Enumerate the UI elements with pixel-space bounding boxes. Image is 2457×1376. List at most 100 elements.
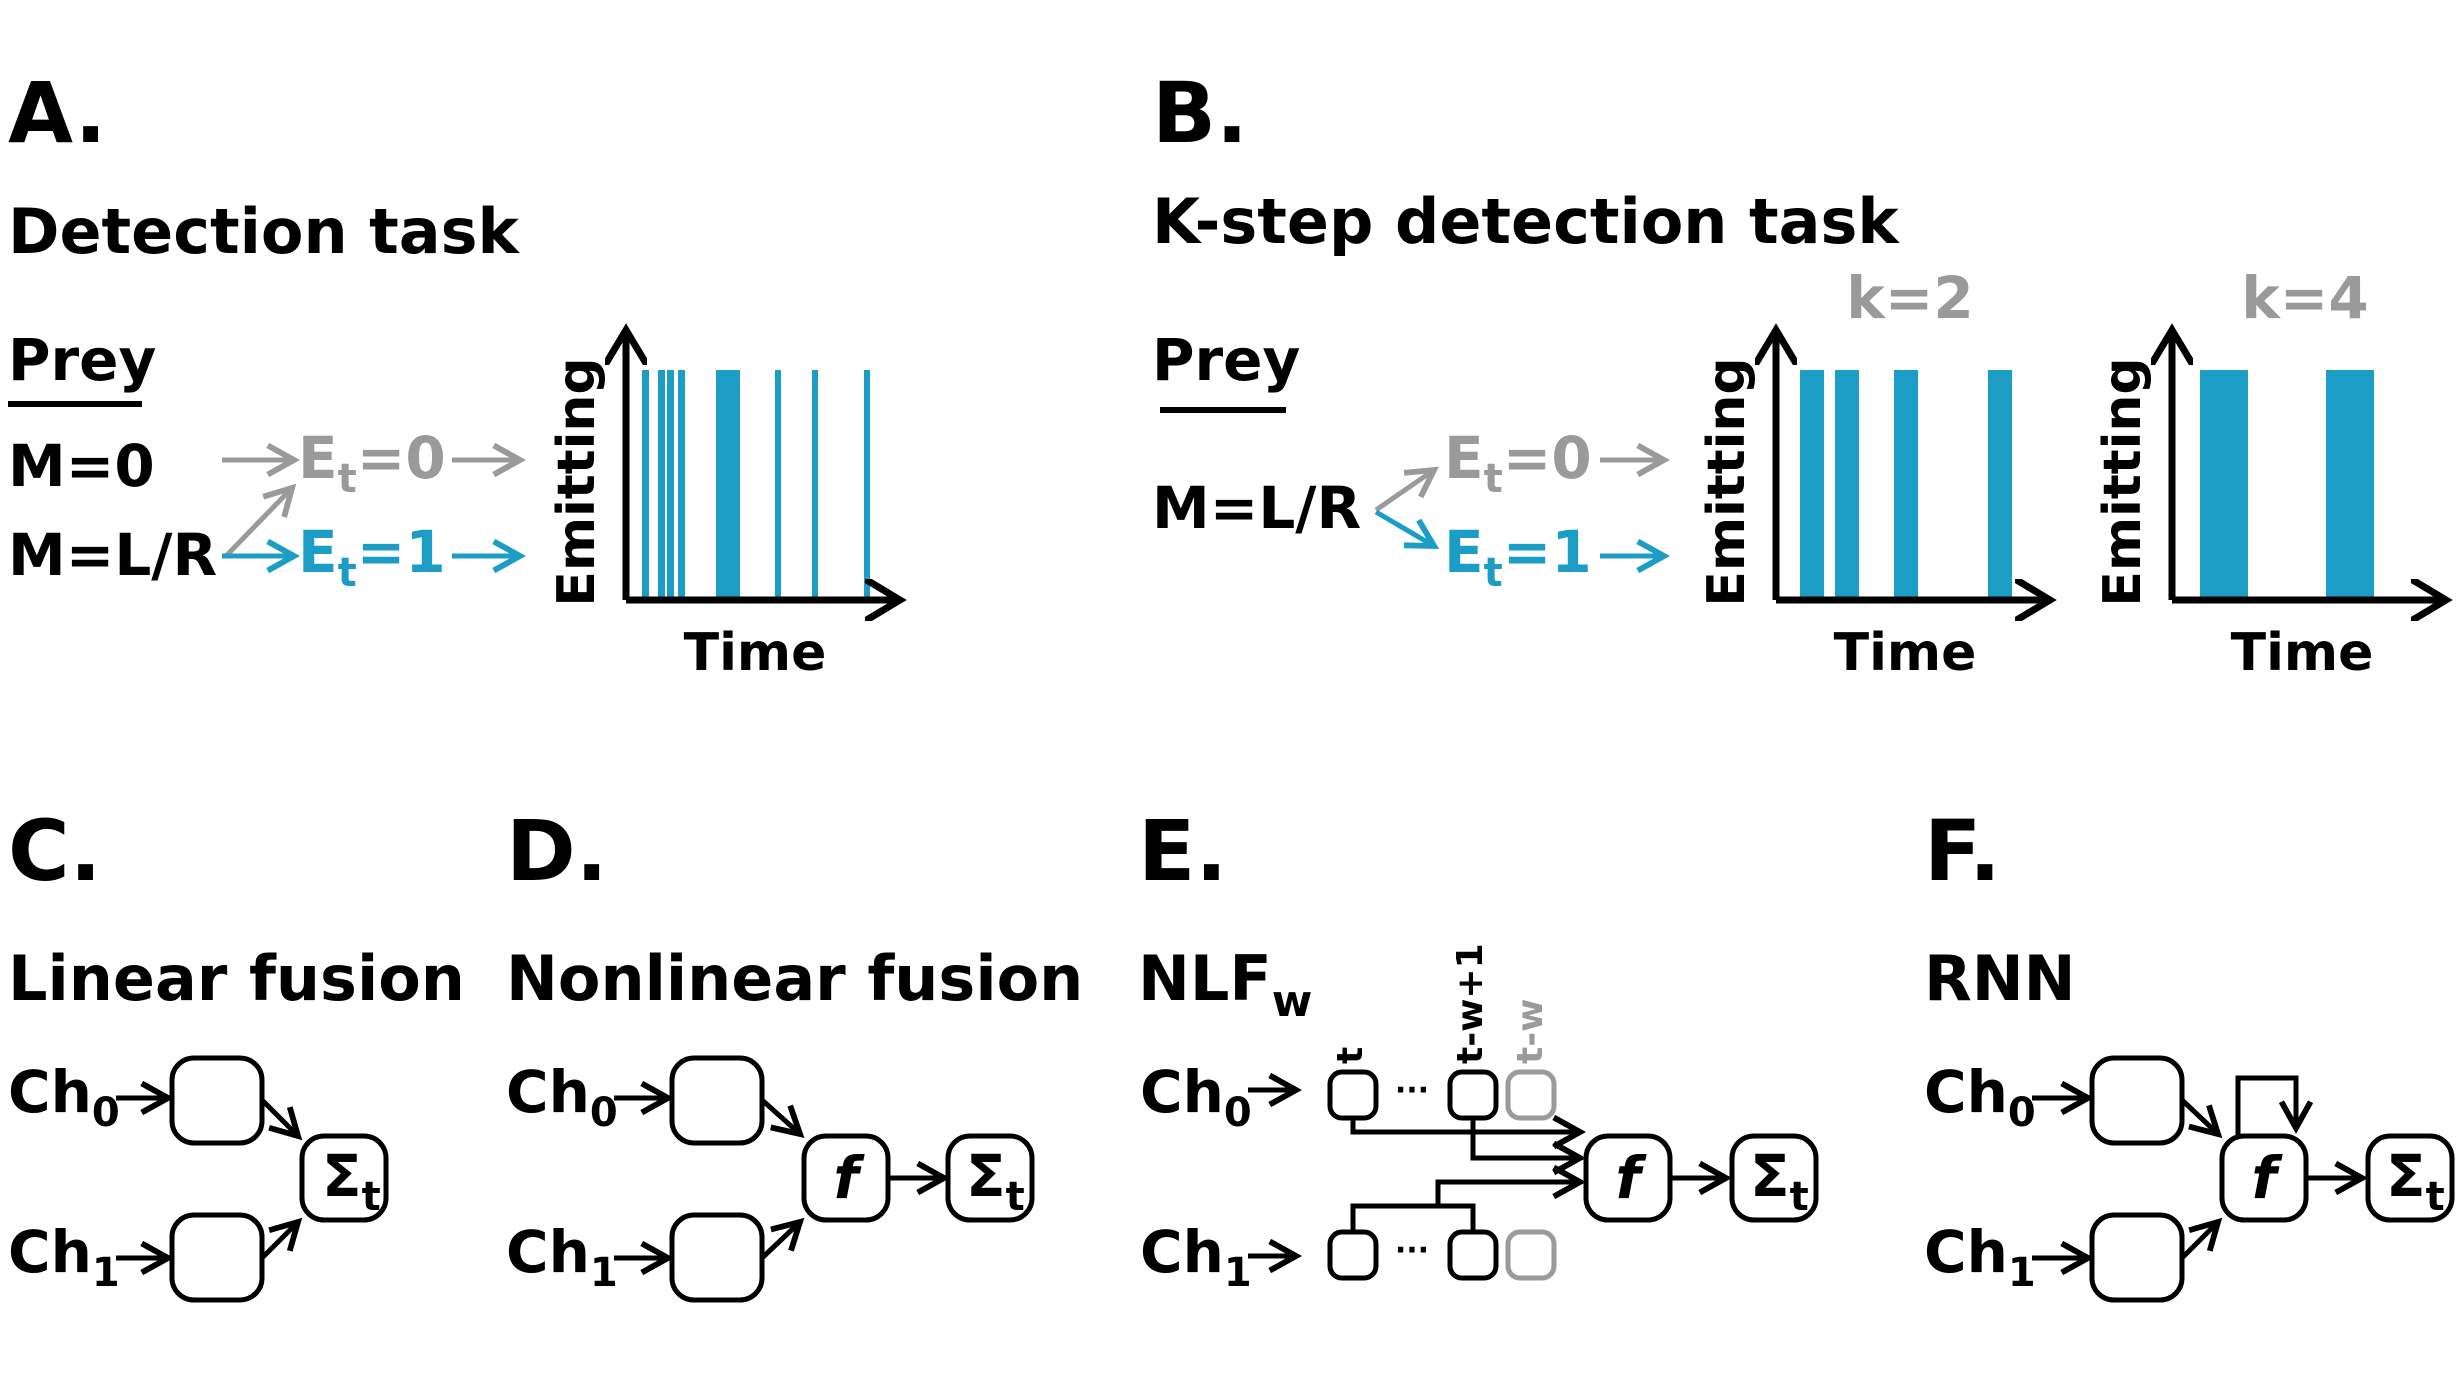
plot-k4: k=4 Emitting Time [2093,264,2446,683]
window-box-tw [1505,1069,1557,1121]
ch0-label: Ch0 [8,1058,120,1136]
plot-a: Emitting Time [547,330,900,683]
channel-box-1 [2089,1212,2185,1303]
sum-node [1729,1133,1819,1223]
arrow-box1-sum [260,1222,298,1260]
panel-c: C. Linear fusion Ch0 Ch1 Σt [8,802,465,1303]
emission-bar [1835,370,1859,598]
ch0-label: Ch0 [1924,1058,2036,1136]
x-axis-label: Time [2231,623,2374,683]
e0-label: Et=0 [298,424,446,502]
arrow-box0-f [2180,1098,2218,1134]
ch0-label: Ch0 [1140,1058,1252,1136]
arrow-mlr-e1 [1374,509,1434,546]
connector-ch0-t [1350,1118,1580,1132]
state-m0: M=0 [8,432,155,500]
arrow-box0-sum [260,1098,298,1136]
sum-symbol: Σt [1750,1142,1809,1220]
emission-bar [658,370,665,598]
plot-k2: k=2 Emitting Time [1697,264,2050,683]
panel-f-label: F. [1924,802,2001,900]
panel-a: A. Detection task Prey M=0 M=L/R Et=0 Et… [8,64,900,683]
y-axis-label: Emitting [2093,357,2153,606]
time-label-t: t [1330,1047,1371,1064]
panel-d-label: D. [506,802,608,900]
window-box-tw [1505,1229,1557,1281]
window-box-tw1 [1447,1069,1499,1121]
ch1-label: Ch1 [1924,1218,2036,1296]
emission-bar [864,370,870,598]
panel-f: F. RNN Ch0 Ch1 f Σt [1924,802,2455,1303]
panel-b-label: B. [1152,64,1248,162]
panel-f-title: RNN [1924,942,2076,1015]
emission-bar [716,370,740,598]
sum-node [2365,1133,2455,1223]
f-symbol: f [2251,1144,2283,1212]
window-box-t [1327,1069,1379,1121]
emission-bar [667,370,674,598]
e1-label: Et=1 [1444,518,1592,596]
f-symbol: f [833,1144,865,1212]
emission-bar [812,370,818,598]
arrow-box1-f [2180,1222,2218,1260]
connector-ch1-bracket [1350,1203,1476,1232]
ellipsis: ··· [1395,1073,1429,1108]
sum-node [299,1133,389,1223]
panel-b-title: K-step detection task [1152,185,1900,258]
panel-c-label: C. [8,802,102,900]
panel-e: E. NLFw t t-w+1 t-w Ch0 Ch1 ··· ··· f Σt [1138,802,1819,1296]
k4-label: k=4 [2241,264,2369,332]
emission-bar [1800,370,1824,598]
sum-node [945,1133,1035,1223]
ch0-label: Ch0 [506,1058,618,1136]
panel-e-label: E. [1138,802,1227,900]
panel-e-title: NLFw [1138,942,1312,1027]
panel-a-label: A. [8,64,106,162]
prey-heading: Prey [1152,326,1300,394]
emission-bar [2326,370,2374,598]
prey-heading: Prey [8,326,156,394]
window-box-t [1327,1229,1379,1281]
emission-bar [1894,370,1918,598]
panel-d-title: Nonlinear fusion [506,942,1083,1015]
time-label-tw: t-w [1510,999,1551,1064]
ch1-label: Ch1 [8,1218,120,1296]
e1-label: Et=1 [298,518,446,596]
panel-a-title: Detection task [8,195,521,268]
panel-b: B. K-step detection task Prey M=L/R Et=0… [1152,64,2446,683]
ch1-label: Ch1 [506,1218,618,1296]
arrow-mlr-e0 [224,488,292,558]
emission-bar [775,370,781,598]
channel-box-0 [669,1055,765,1146]
channel-box-1 [669,1212,765,1303]
k2-label: k=2 [1846,264,1974,332]
connector-ch1-f [1435,1182,1580,1206]
ch1-label: Ch1 [1140,1218,1252,1296]
arrow-box0-f [760,1098,800,1134]
state-mlr: M=L/R [8,521,217,589]
sum-symbol: Σt [322,1142,381,1220]
channel-box-0 [169,1055,265,1146]
arrow-mlr-e0 [1374,470,1434,513]
y-axis-label: Emitting [547,357,607,606]
panel-c-title: Linear fusion [8,942,465,1015]
e0-label: Et=0 [1444,424,1592,502]
arrow-box1-f [760,1222,800,1260]
window-box-tw1 [1447,1229,1499,1281]
sum-symbol: Σt [2386,1142,2445,1220]
sum-symbol: Σt [966,1142,1025,1220]
channel-box-0 [2089,1055,2185,1146]
state-mlr: M=L/R [1152,474,1361,542]
emission-bar [2200,370,2248,598]
connector-ch0-tw1 [1470,1118,1580,1158]
f-symbol: f [1615,1144,1647,1212]
ellipsis: ··· [1395,1233,1429,1268]
emission-bar [678,370,685,598]
x-axis-label: Time [1834,623,1977,683]
emission-bar [642,370,649,598]
channel-box-1 [169,1212,265,1303]
time-label-tw1: t-w+1 [1450,943,1491,1064]
panel-d: D. Nonlinear fusion Ch0 Ch1 f Σt [506,802,1083,1303]
recurrent-loop [2235,1075,2296,1136]
